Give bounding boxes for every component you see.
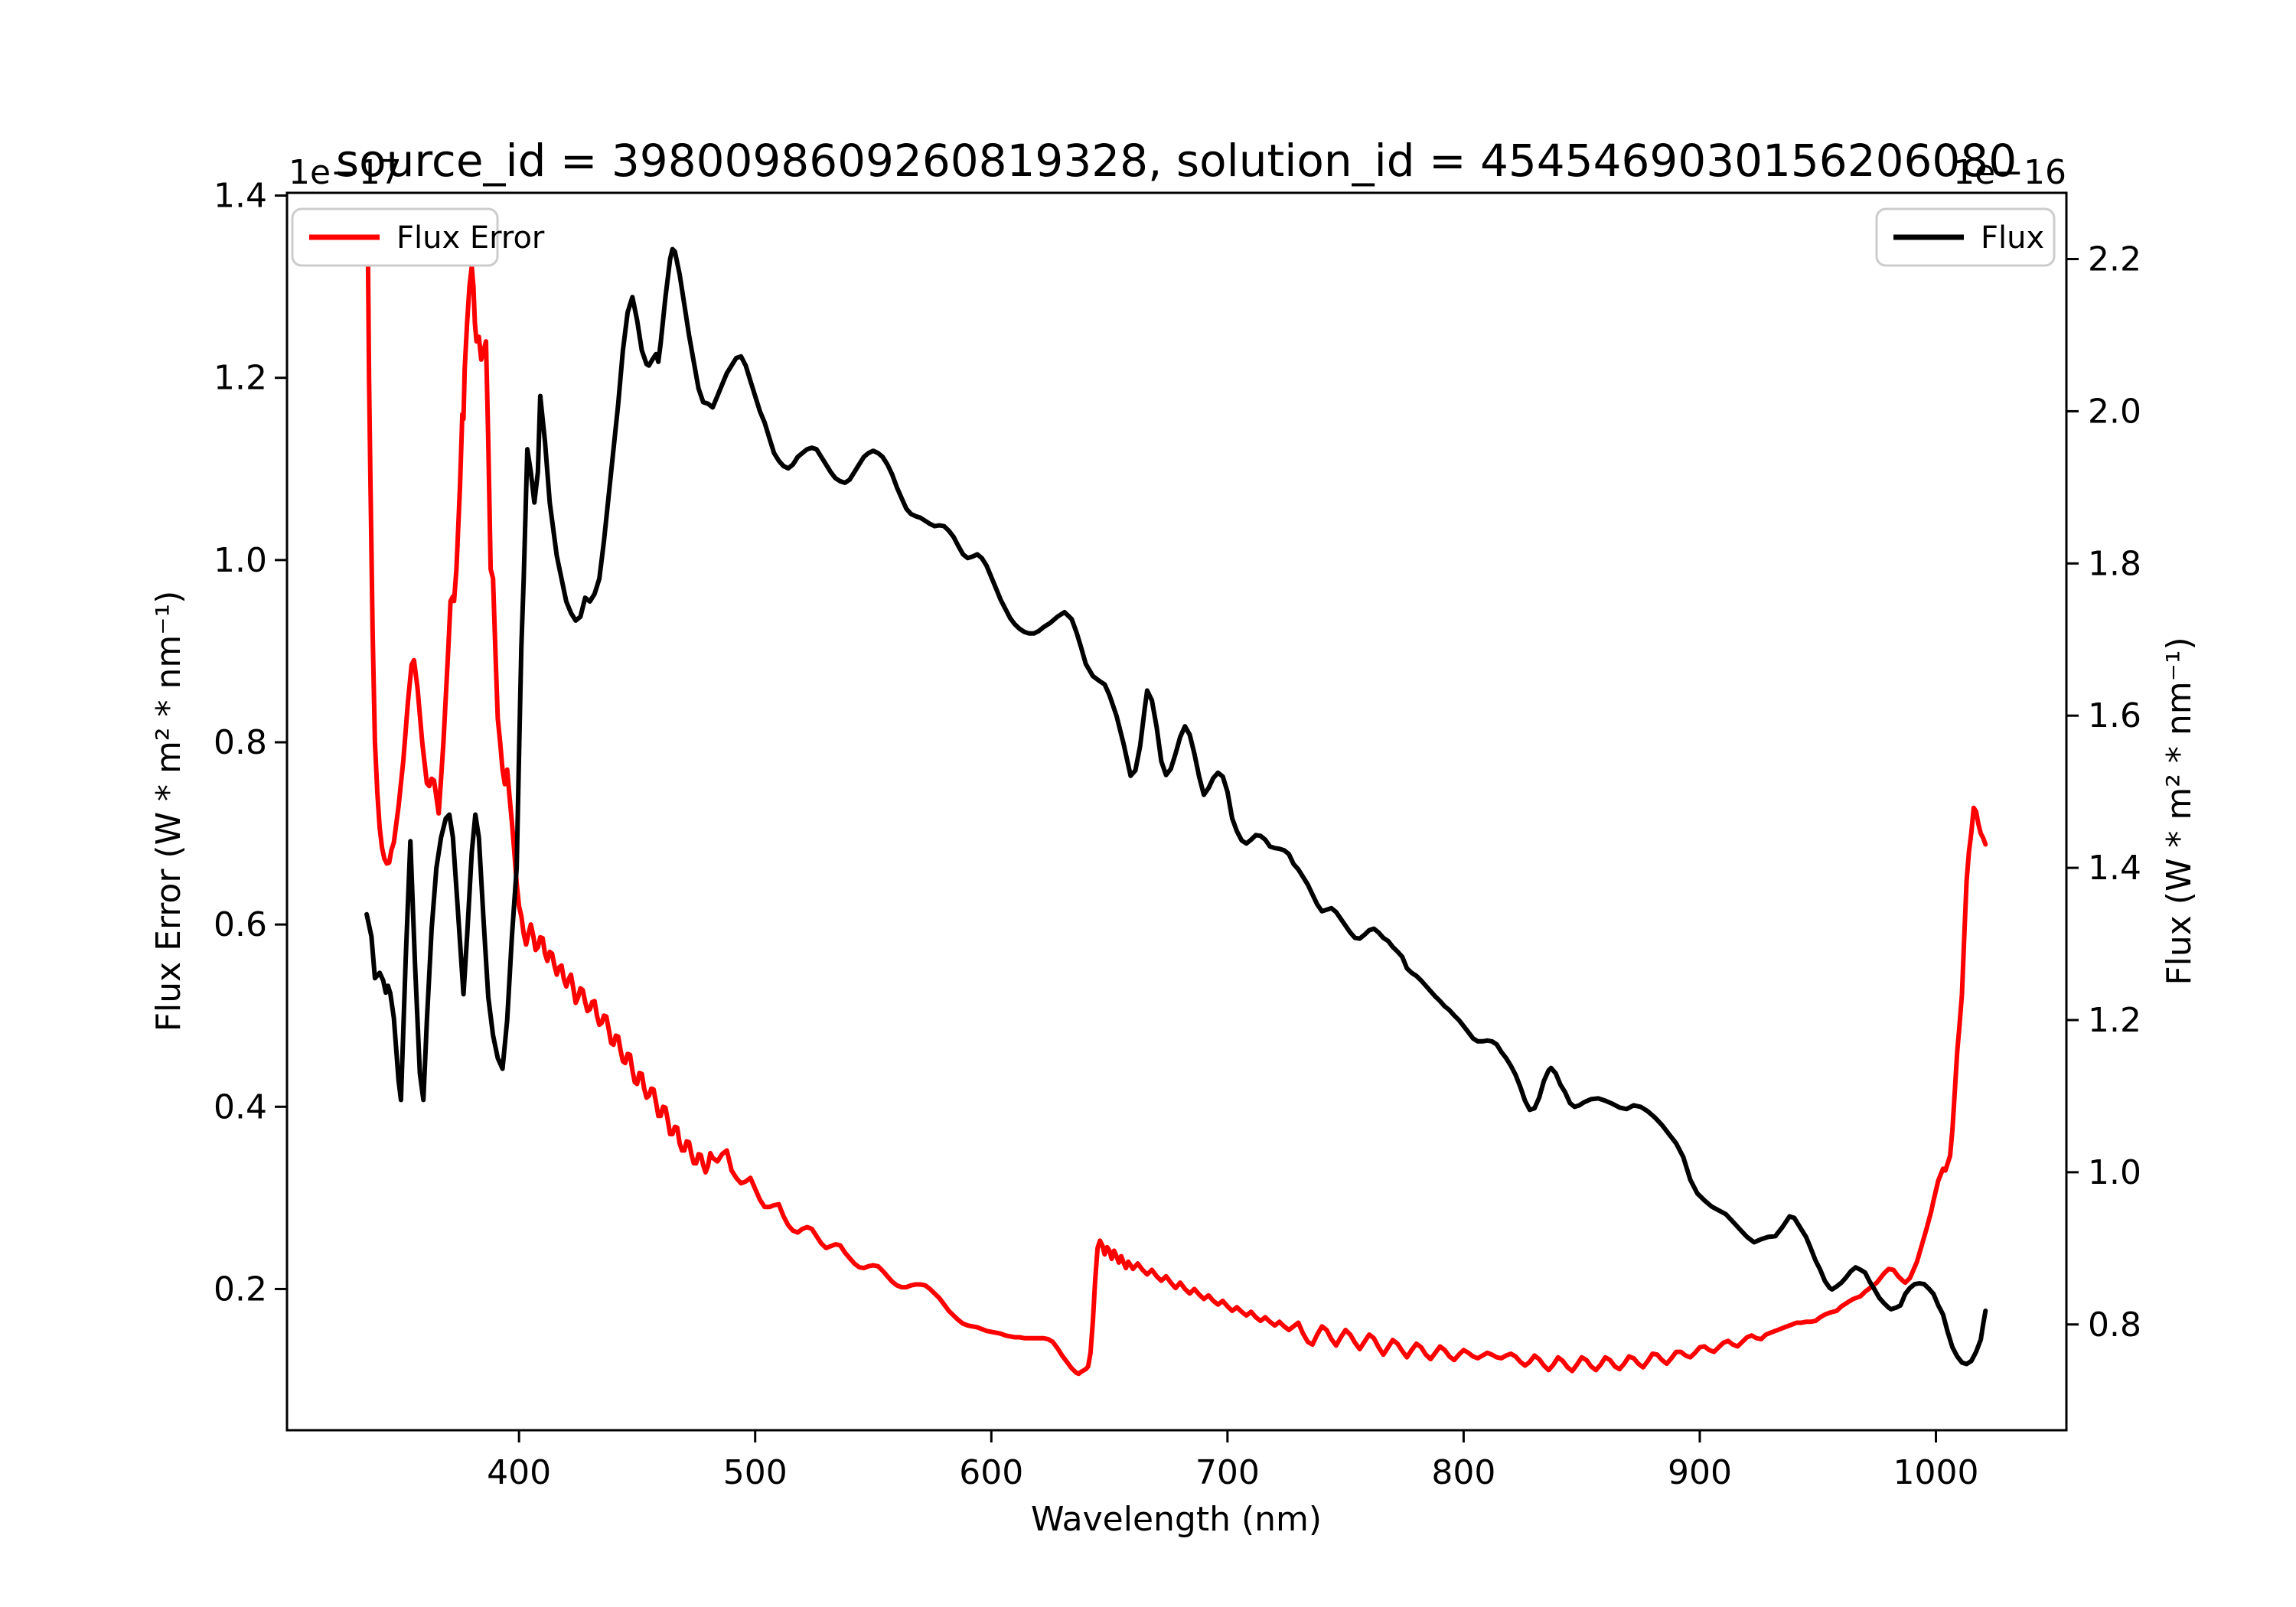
left-y-tick-label: 0.2 [214,1270,267,1309]
axis-ticks: 400 500 600 700 800 900 1000 0.2 0.4 0.6 0.8 1.0 1.2… [214,177,2141,1492]
right-y-tick-label: 1.6 [2088,696,2141,735]
right-y-tick-label: 1.2 [2088,1001,2141,1040]
left-y-tick-label: 0.4 [214,1087,267,1126]
plot-area-frame [285,191,2068,1432]
right-y-tick-label: 0.8 [2088,1305,2141,1345]
x-tick-label: 1000 [1893,1453,1979,1492]
left-y-tick-label: 0.6 [214,905,267,944]
left-y-tick-label: 1.2 [214,359,267,398]
x-axis-label: Wavelength (nm) [1031,1500,1322,1539]
left-y-tick-label: 0.8 [214,723,267,762]
legend-flux-box [1875,207,2056,267]
curves [364,243,1988,1377]
right-y-tick-label: 1.0 [2088,1153,2141,1192]
right-y-tick-label: 1.4 [2088,849,2141,888]
x-tick-label: 700 [1195,1453,1260,1492]
right-axis-offset-text: 1e−16 [1953,153,2066,192]
x-tick-label: 600 [959,1453,1023,1492]
x-tick-label: 500 [723,1453,788,1492]
right-y-axis-label: Flux (W * m² * nm⁻¹) [2160,637,2199,985]
left-y-tick-label: 1.4 [214,177,267,216]
flux-curve [364,246,1988,1367]
legend-flux: Flux [1875,207,2056,267]
left-y-axis-label: Flux Error (W * m² * nm⁻¹) [149,591,188,1032]
x-tick-label: 900 [1668,1453,1732,1492]
left-axis-offset-text: 1e−17 [289,153,402,192]
legend-flux-error-box [291,207,499,267]
right-y-tick-label: 2.0 [2088,392,2141,431]
legend-flux-error: Flux Error [291,207,545,267]
x-tick-label: 800 [1431,1453,1495,1492]
chart-title: source_id = 3980098609260819328, solutio… [336,135,2017,187]
flux-error-curve [365,243,1988,1377]
right-y-tick-label: 2.2 [2088,240,2141,279]
legend-flux-error-label: Flux Error [396,220,545,256]
left-y-tick-label: 1.0 [214,541,267,580]
legend-flux-label: Flux [1981,220,2044,256]
right-y-tick-label: 1.8 [2088,544,2141,583]
x-tick-label: 400 [487,1453,551,1492]
